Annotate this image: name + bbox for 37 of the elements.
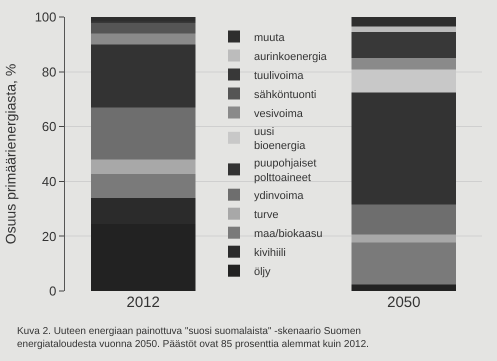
bar xyxy=(91,159,196,174)
legend-label: öljy xyxy=(254,266,272,278)
legend-label: turve xyxy=(254,208,278,221)
y-tick-label: 60 xyxy=(42,119,56,134)
y-tick-label: 0 xyxy=(49,284,56,299)
legend-label: aurinkoenergia xyxy=(254,50,328,63)
legend-label: sähköntuonti xyxy=(254,88,316,101)
bar xyxy=(352,58,456,70)
bar xyxy=(91,44,196,108)
y-axis-title: Osuus primäärienergiasta, % xyxy=(2,64,18,244)
legend-label: puupohjaiset polttoaineet xyxy=(254,158,316,184)
bar xyxy=(91,34,196,45)
bar xyxy=(352,26,456,32)
bar xyxy=(91,174,196,198)
bar xyxy=(352,17,456,26)
y-tick-label: 40 xyxy=(42,174,56,189)
x-tick-label: 2050 xyxy=(387,294,420,311)
y-tick-label: 80 xyxy=(42,64,56,80)
bar xyxy=(352,242,456,284)
bar xyxy=(352,92,456,205)
bar xyxy=(91,17,196,22)
legend-label: kivihiili xyxy=(254,246,286,259)
legend-label: maa/biokaasu xyxy=(254,228,322,240)
legend-label: vesivoima xyxy=(254,108,304,120)
bar xyxy=(352,204,456,234)
bar xyxy=(352,234,456,242)
y-tick-label: 100 xyxy=(34,10,56,25)
legend-label: ydinvoima xyxy=(254,190,304,202)
bar xyxy=(91,108,196,160)
legend-label: muuta xyxy=(254,32,286,44)
bar xyxy=(352,284,456,291)
x-tick-label: 2012 xyxy=(126,294,160,311)
bar xyxy=(91,22,196,34)
legend-label: tuulivoima xyxy=(254,70,304,82)
bar xyxy=(352,32,456,58)
y-tick-label: 20 xyxy=(42,228,56,244)
text: Kuva 2. Uuteen energiaan painottuva "suosi suomalaista" -skenaario Suomen energiataloudesta vuonna 2050. Päästöt ovat 85 prosenttia alemmat kuin 2012. xyxy=(17,326,369,350)
